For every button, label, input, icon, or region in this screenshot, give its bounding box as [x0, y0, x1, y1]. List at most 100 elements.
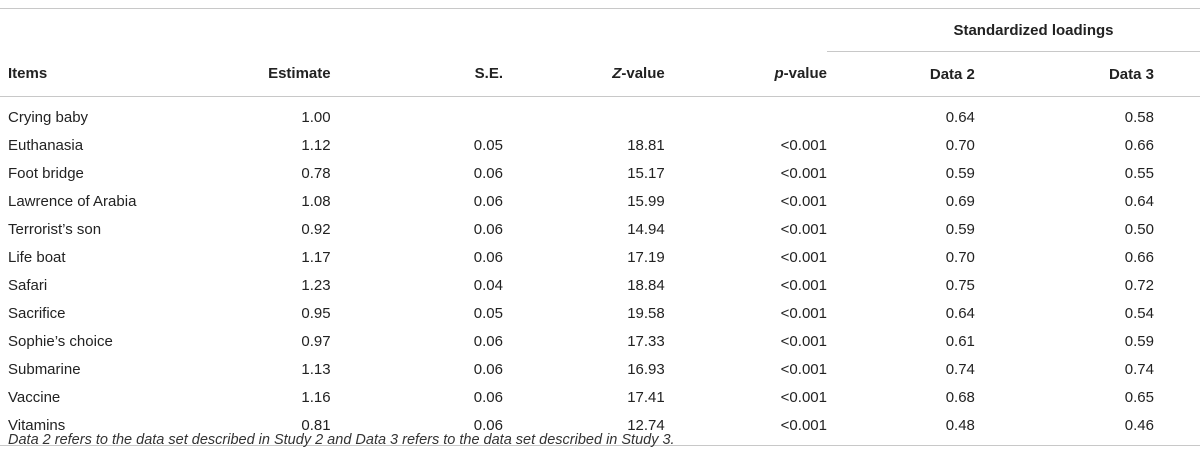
cell-p-value: <0.001: [780, 192, 827, 210]
cell-z-value: 17.41: [627, 388, 665, 406]
table-row: Submarine 1.13 0.06 16.93 <0.001 0.74 0.74: [0, 355, 1200, 383]
cell-data3: 0.72: [1124, 276, 1154, 294]
cell-data3: 0.74: [1124, 360, 1154, 378]
cell-se: 0.06: [473, 192, 503, 210]
col-header-data2: Data 2: [826, 51, 975, 97]
cell-z-value: 18.81: [627, 136, 665, 154]
cell-item: Vitamins: [0, 411, 243, 446]
cell-estimate: 0.95: [301, 304, 331, 322]
cell-data3: 0.66: [1124, 136, 1154, 154]
cell-z-value: 18.84: [627, 276, 665, 294]
cell-z-value: 16.93: [627, 360, 665, 378]
cell-item: Submarine: [8, 360, 81, 378]
cell-z-value: 17.33: [627, 332, 665, 350]
table-header: Standardized loadings Items Estimate S.E…: [0, 8, 1200, 97]
cell-p-value: <0.001: [780, 136, 827, 154]
cell-data3: 0.59: [1124, 332, 1154, 350]
cell-data2: 0.75: [945, 276, 975, 294]
cell-se: 0.05: [473, 304, 503, 322]
cell-data2: 0.68: [945, 388, 975, 406]
col-header-z-value: Z-value: [503, 51, 665, 97]
cell-p-value: <0.001: [780, 276, 827, 294]
cell-estimate: 1.23: [301, 276, 331, 294]
cell-data2: 0.48: [826, 411, 975, 446]
cell-data2: 0.59: [945, 164, 975, 182]
table-row: Euthanasia 1.12 0.05 18.81 <0.001 0.70 0.66: [0, 131, 1200, 159]
cell-se: 0.06: [473, 220, 503, 238]
col-header-se: S.E.: [330, 51, 503, 97]
cell-estimate: 1.00: [301, 108, 331, 126]
cell-item: Safari: [8, 276, 48, 294]
cell-p-value: [665, 97, 827, 132]
cell-estimate: 1.16: [301, 388, 331, 406]
cell-data3: 0.66: [1124, 248, 1154, 266]
cell-data2: 0.70: [945, 136, 975, 154]
cell-se: 0.06: [473, 248, 503, 266]
cell-p-value: <0.001: [780, 332, 827, 350]
cell-se: 0.06: [473, 388, 503, 406]
cell-estimate: 0.97: [301, 332, 331, 350]
cell-se: 0.04: [473, 276, 503, 294]
results-table-container: Standardized loadings Items Estimate S.E…: [0, 8, 1200, 446]
cell-se: 0.05: [473, 136, 503, 154]
table-row: Life boat 1.17 0.06 17.19 <0.001 0.70 0.66: [0, 243, 1200, 271]
table-row: Lawrence of Arabia 1.08 0.06 15.99 <0.001 0.6…: [0, 187, 1200, 215]
z-symbol: Z: [612, 65, 622, 83]
cell-data2: 0.59: [945, 220, 975, 238]
cell-item: Sacrifice: [8, 304, 66, 322]
cell-z-value: 15.17: [627, 164, 665, 182]
cell-item: Crying baby: [8, 108, 89, 126]
cell-data3: 0.55: [1124, 164, 1154, 182]
table-row: Sophie’s choice 0.97 0.06 17.33 <0.001 0.61 0.…: [0, 327, 1200, 355]
table-row: Sacrifice 0.95 0.05 19.58 <0.001 0.64 0.54: [0, 299, 1200, 327]
col-header-data3: Data 3: [974, 51, 1200, 97]
table-row: Safari 1.23 0.04 18.84 <0.001 0.75 0.72: [0, 271, 1200, 299]
results-table: Standardized loadings Items Estimate S.E…: [0, 8, 1200, 446]
z-suffix: -value: [621, 65, 665, 83]
group-header-row: Standardized loadings: [0, 8, 1200, 52]
header-spacer: [0, 8, 827, 52]
table-body: Crying baby 1.00 0.64 0.58 Euthanasia 1.12 0.0…: [0, 97, 1200, 446]
table-row: Vaccine 1.16 0.06 17.41 <0.001 0.68 0.65: [0, 383, 1200, 411]
cell-estimate: 1.08: [301, 192, 331, 210]
table-row: Terrorist’s son 0.92 0.06 14.94 <0.001 0.59 0.…: [0, 215, 1200, 243]
cell-z-value: [503, 97, 665, 132]
cell-item: Vaccine: [8, 388, 61, 406]
cell-se: 0.06: [473, 360, 503, 378]
cell-item: Sophie’s choice: [8, 332, 113, 350]
cell-data3: 0.54: [1124, 304, 1154, 322]
table-row: Foot bridge 0.78 0.06 15.17 <0.001 0.59 0.55: [0, 159, 1200, 187]
cell-z-value: 17.19: [627, 248, 665, 266]
col-header-estimate: Estimate: [242, 51, 331, 97]
p-symbol: p: [774, 65, 784, 83]
cell-p-value: <0.001: [780, 248, 827, 266]
cell-data3: 0.50: [1124, 220, 1154, 238]
cell-estimate: 1.17: [301, 248, 331, 266]
cell-z-value: 12.74: [503, 411, 665, 446]
cell-z-value: 14.94: [627, 220, 665, 238]
cell-item: Lawrence of Arabia: [8, 192, 137, 210]
cell-estimate: 0.92: [301, 220, 331, 238]
table-row: Crying baby 1.00 0.64 0.58: [0, 97, 1200, 132]
cell-p-value: <0.001: [780, 164, 827, 182]
cell-p-value: <0.001: [780, 220, 827, 238]
cell-estimate: 1.12: [301, 136, 331, 154]
group-header-standardized-loadings: Standardized loadings: [826, 8, 1200, 52]
cell-data2: 0.64: [945, 304, 975, 322]
table-footnote: Data 2 refers to the data set described …: [8, 432, 675, 448]
cell-data2: 0.70: [945, 248, 975, 266]
cell-estimate: 0.81: [242, 411, 331, 446]
cell-se: 0.06: [473, 332, 503, 350]
cell-item: Euthanasia: [8, 136, 84, 154]
cell-data3: 0.64: [1124, 192, 1154, 210]
cell-p-value: <0.001: [780, 360, 827, 378]
cell-data2: 0.74: [945, 360, 975, 378]
cell-data2: 0.64: [945, 108, 975, 126]
cell-p-value: <0.001: [780, 388, 827, 406]
p-suffix: -value: [783, 65, 827, 83]
cell-item: Life boat: [8, 248, 66, 266]
cell-se: 0.06: [330, 411, 503, 446]
cell-item: Foot bridge: [8, 164, 84, 182]
cell-p-value: <0.001: [664, 411, 827, 446]
cell-p-value: <0.001: [780, 304, 827, 322]
